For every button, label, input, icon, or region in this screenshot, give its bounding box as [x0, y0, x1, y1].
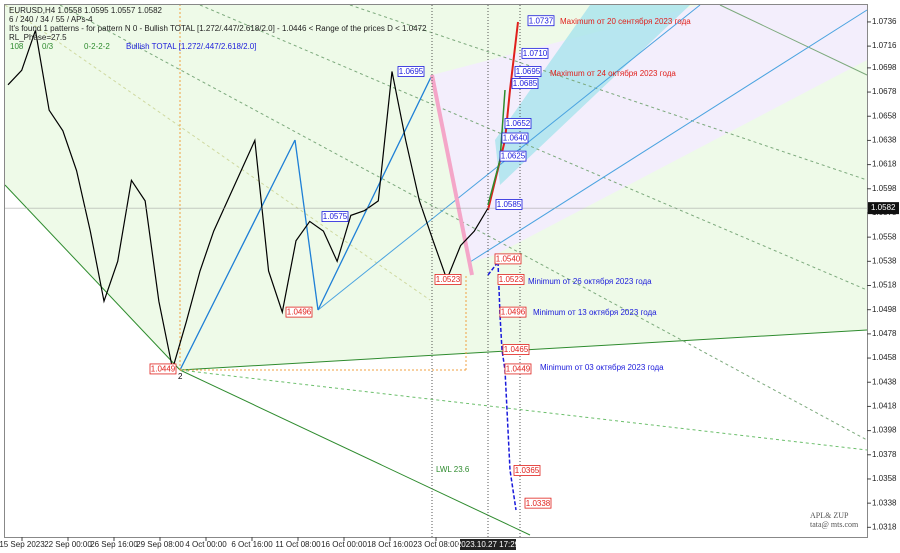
level-box: [499, 306, 527, 318]
x-tick-label: 26 Sep 16:00: [90, 540, 138, 549]
y-tick-label: 1.0598: [872, 184, 897, 193]
level-box: [501, 132, 529, 144]
y-tick-label: 1.0438: [872, 377, 897, 386]
level-label: 1.0523: [436, 275, 461, 284]
header-line: RL_Phase=27.5: [9, 33, 67, 42]
y-tick-label: 1.0418: [872, 402, 897, 411]
current-price-box: [868, 202, 899, 215]
level-label: 1.0496: [287, 308, 312, 317]
level-label: 1.0338: [526, 499, 551, 508]
annotation: Minimum от 26 октября 2023 года: [528, 277, 652, 286]
watermark: APL& ZUP: [810, 511, 849, 520]
y-tick-label: 1.0658: [872, 111, 897, 120]
header-line: 6 / 240 / 34 / 55 / APs-4: [9, 15, 93, 24]
watermark: tata@ mts.com: [810, 520, 859, 529]
price-axis: [867, 0, 900, 553]
level-label: 1.0737: [529, 16, 554, 25]
y-tick-label: 1.0478: [872, 329, 897, 338]
annotation: Maximum от 24 октября 2023 года: [550, 69, 676, 78]
price-line: [7, 30, 489, 370]
y-tick-label: 1.0518: [872, 281, 897, 290]
status: 0/3: [42, 42, 54, 51]
x-tick-label: 6 Oct 16:00: [231, 540, 273, 549]
level-label: 1.0652: [506, 119, 531, 128]
status: 108: [10, 42, 24, 51]
y-tick-label: 1.0638: [872, 136, 897, 145]
y-tick-label: 1.0736: [872, 17, 897, 26]
y-tick-label: 1.0358: [872, 474, 897, 483]
annotation: Minimum от 03 октября 2023 года: [540, 363, 664, 372]
level-box: [513, 465, 541, 476]
y-tick-label: 1.0318: [872, 522, 897, 531]
x-tick-label: 18 Oct 16:00: [367, 540, 413, 549]
y-tick-label: 1.0618: [872, 160, 897, 169]
level-label: 1.0523: [499, 275, 524, 284]
channel-cyan: [495, 5, 690, 185]
y-tick-label: 1.0398: [872, 426, 897, 435]
level-box: [494, 253, 522, 265]
level-box: [504, 118, 532, 129]
level-label: 1.0585: [497, 200, 522, 209]
level-label: 1.0695: [516, 67, 541, 76]
y-tick-label: 1.0458: [872, 353, 897, 362]
level-label: 1.0575: [323, 212, 348, 221]
level-box: [527, 15, 555, 27]
level-label: 1.0465: [504, 345, 529, 354]
level-label: 1.0449: [506, 365, 531, 374]
level-box: [511, 78, 539, 89]
level-label: 1.0685: [513, 79, 538, 88]
level-label: 1.0625: [501, 152, 526, 161]
cursor-time: 2023.10.27 17:29: [457, 540, 520, 549]
y-tick-label: 1.0558: [872, 232, 897, 241]
cursor-time-box: [460, 539, 516, 550]
level-box: [514, 66, 542, 77]
level-box: [524, 497, 552, 509]
y-tick-label: 1.0716: [872, 41, 897, 50]
current-price-label: 1.0582: [871, 203, 896, 212]
level-box: [285, 306, 313, 318]
level-label: 1.0540: [496, 255, 521, 264]
y-tick-label: 1.0338: [872, 498, 897, 507]
level-label: 1.0695: [399, 67, 424, 76]
level-box: [521, 47, 549, 59]
annotation: Maximum от 20 сентября 2023 года: [560, 17, 691, 26]
level-box: [502, 344, 530, 355]
x-tick-label: 22 Sep 00:00: [44, 540, 92, 549]
y-tick-label: 1.0538: [872, 256, 897, 265]
level-box: [495, 199, 523, 210]
level-box: [397, 66, 425, 77]
level-box: [321, 211, 349, 222]
level-box: [434, 274, 462, 285]
header-line: It's found 1 patterns - for pattern N 0 …: [9, 24, 427, 33]
status: 0-2-2-2: [84, 42, 110, 51]
header-line: EURUSD,H4 1.0558 1.0595 1.0557 1.0582: [9, 6, 163, 15]
x-tick-label: 4 Oct 00:00: [185, 540, 227, 549]
status: Bullish TOTAL [1.272/.447/2.618/2.0]: [126, 42, 256, 51]
y-tick-label: 1.0698: [872, 63, 897, 72]
level-box: [499, 150, 527, 162]
level-box: [504, 363, 532, 375]
x-tick-label: 29 Sep 08:00: [136, 540, 184, 549]
x-tick-label: 15 Sep 2023: [0, 540, 45, 549]
level-label: 1.0449: [151, 365, 176, 374]
level-box: [149, 363, 177, 375]
annotation: Minimum от 13 октября 2023 года: [533, 308, 657, 317]
x-tick-label: 23 Oct 08:00: [413, 540, 459, 549]
level-label: 1.0365: [515, 466, 540, 475]
y-tick-label: 1.0498: [872, 305, 897, 314]
annotation: LWL 23.6: [436, 465, 470, 474]
x-tick-label: 16 Oct 00:00: [321, 540, 367, 549]
y-tick-label: 1.0678: [872, 87, 897, 96]
y-tick-label: 1.0378: [872, 450, 897, 459]
level-label: 1.0640: [503, 134, 528, 143]
annotation: 2: [178, 372, 183, 381]
level-label: 1.0710: [523, 49, 548, 58]
x-tick-label: 11 Oct 08:00: [275, 540, 321, 549]
time-axis: [0, 537, 900, 553]
level-box: [497, 274, 525, 285]
level-label: 1.0496: [501, 308, 526, 317]
